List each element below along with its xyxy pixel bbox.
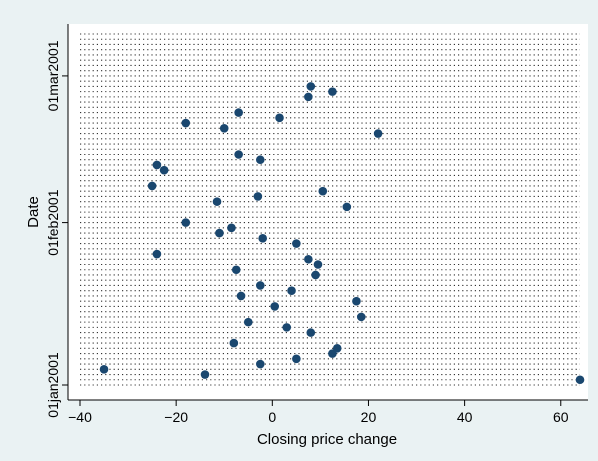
data-point — [311, 270, 320, 280]
data-point — [255, 359, 265, 369]
data-point — [219, 123, 229, 133]
y-tick-label: 01feb2001 — [45, 189, 61, 255]
x-tick-label: 0 — [268, 409, 276, 425]
data-point — [243, 317, 253, 327]
grid-lines — [80, 33, 580, 386]
data-point — [282, 323, 292, 332]
data-point — [328, 87, 337, 96]
data-point — [356, 312, 366, 322]
data-point — [313, 260, 323, 269]
data-point — [342, 202, 352, 212]
x-tick-label: 40 — [457, 409, 473, 425]
data-point — [255, 155, 265, 165]
x-axis-ticks: −40 −20 0 20 40 60 — [68, 400, 569, 425]
data-point — [332, 344, 342, 353]
data-point — [212, 197, 222, 206]
y-tick-label: 01mar2001 — [45, 40, 61, 111]
data-point — [304, 92, 313, 102]
data-point — [255, 281, 265, 290]
data-points — [99, 82, 585, 385]
data-point — [304, 254, 313, 264]
data-point — [147, 181, 157, 191]
y-axis-ticks: 01jan2001 01feb2001 01mar2001 — [45, 40, 68, 418]
data-point — [229, 338, 239, 348]
data-point — [253, 192, 263, 201]
data-point — [275, 113, 284, 123]
data-point — [270, 302, 280, 311]
data-point — [352, 296, 361, 306]
data-point — [227, 223, 236, 233]
data-point — [287, 286, 296, 296]
data-point — [152, 249, 162, 259]
data-point — [292, 239, 301, 248]
data-point — [99, 364, 109, 374]
data-point — [215, 228, 224, 238]
x-axis-title: Closing price change — [257, 431, 397, 448]
data-point — [200, 370, 210, 379]
data-point — [318, 186, 328, 196]
data-point — [181, 218, 191, 227]
data-point — [159, 165, 169, 175]
data-point — [152, 160, 162, 170]
data-point — [575, 375, 585, 385]
data-point — [234, 150, 243, 159]
data-point — [236, 291, 246, 301]
data-point — [258, 234, 267, 243]
y-axis-title: Date — [25, 196, 42, 228]
y-tick-label: 01jan2001 — [45, 352, 61, 418]
data-point — [306, 82, 316, 91]
data-point — [306, 328, 316, 337]
x-tick-label: −40 — [68, 409, 92, 425]
x-tick-label: 20 — [361, 409, 377, 425]
data-point — [373, 129, 383, 138]
data-point — [181, 118, 191, 128]
x-tick-label: −20 — [164, 409, 188, 425]
data-point — [292, 354, 301, 364]
x-tick-label: 60 — [553, 409, 569, 425]
data-point — [231, 265, 241, 275]
data-point — [234, 108, 243, 117]
